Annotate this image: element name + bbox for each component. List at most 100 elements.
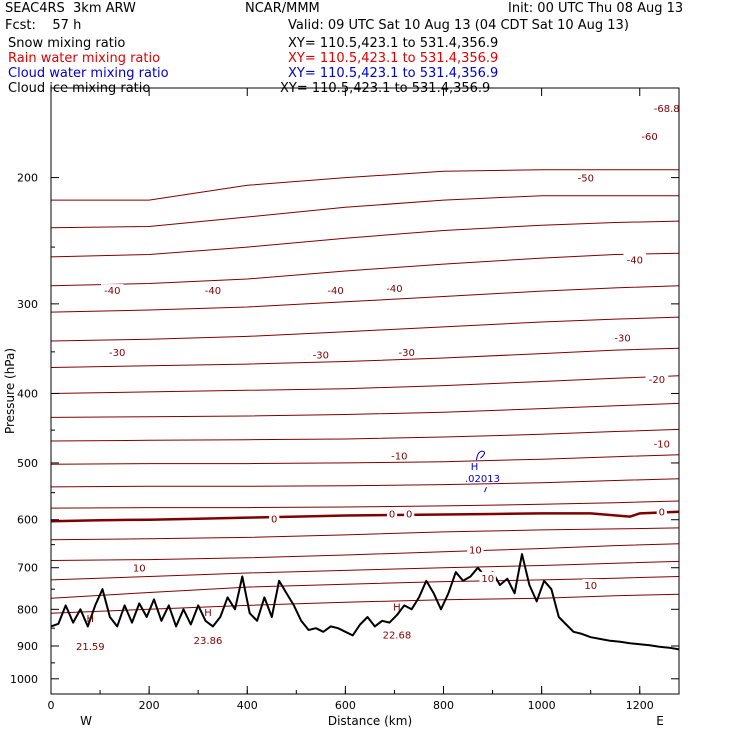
contour-label-bg-1 bbox=[638, 130, 661, 142]
cloud-water-max-symbol: H bbox=[471, 462, 479, 473]
contour-label-bg-9 bbox=[309, 348, 333, 361]
contour-label-bg-22 bbox=[582, 579, 599, 591]
model-title: SEAC4RS 3km ARW bbox=[5, 1, 136, 16]
contour-label-21: 10 bbox=[481, 574, 494, 585]
y-tick-label-3: 500 bbox=[17, 457, 38, 470]
contour-label-3: -40 bbox=[104, 286, 120, 297]
y-tick-label-0: 200 bbox=[17, 172, 38, 185]
isotherm-line-2 bbox=[50, 220, 680, 258]
legend-snow: Snow mixing ratio bbox=[8, 36, 126, 51]
contour-label-2: -50 bbox=[578, 174, 594, 185]
x-axis-title: Distance (km) bbox=[328, 714, 412, 728]
contour-label-22: 10 bbox=[584, 581, 597, 592]
x-tick-label-2: 400 bbox=[237, 699, 258, 712]
contour-label-bg-20 bbox=[131, 561, 148, 574]
contour-label-19: 10 bbox=[469, 545, 482, 556]
x-tick-label-3: 600 bbox=[335, 699, 356, 712]
axis-layer: 0 200 400 600 800 1000 12002003004005006007008… bbox=[10, 87, 679, 712]
forecast-hour: Fcst: 57 h bbox=[5, 18, 82, 33]
contour-label-bg-16 bbox=[386, 507, 398, 520]
isotherm-line-5 bbox=[50, 316, 680, 342]
isotherm-layer bbox=[50, 169, 680, 614]
contour-label-bg-17 bbox=[404, 507, 415, 520]
isotherm-line-16 bbox=[50, 576, 680, 599]
cloud-water-max-value: .02013 bbox=[465, 474, 500, 485]
y-tick-label-1: 300 bbox=[17, 298, 38, 311]
isotherm-line-4 bbox=[50, 285, 680, 313]
isotherm-line-15 bbox=[50, 560, 680, 581]
contour-label-bg-2 bbox=[574, 171, 598, 184]
contour-label-9: -30 bbox=[313, 351, 329, 362]
y-tick-label-7: 900 bbox=[17, 640, 38, 653]
temp-max-symbol-1: H bbox=[204, 608, 212, 619]
temp-max-symbol-0: H bbox=[87, 614, 95, 625]
legend-rain: Rain water mixing ratio bbox=[8, 51, 161, 66]
x-tick-label-1: 200 bbox=[139, 699, 160, 712]
x-tick-label-4: 800 bbox=[433, 699, 454, 712]
contour-label-0: -68.8 bbox=[654, 104, 680, 115]
isotherm-line-11 bbox=[50, 478, 680, 488]
contour-label-bg-5 bbox=[324, 284, 347, 297]
contour-label-bg-8 bbox=[105, 345, 129, 358]
x-tick-label-0: 0 bbox=[48, 699, 55, 712]
isotherm-line-6 bbox=[50, 347, 680, 368]
terrain-layer bbox=[50, 553, 680, 651]
x-tick-label-6: 1200 bbox=[626, 699, 654, 712]
contour-label-5: -40 bbox=[327, 286, 343, 297]
contour-label-bg-13 bbox=[388, 449, 411, 462]
plot-frame bbox=[50, 87, 680, 695]
contour-label-14: -10 bbox=[654, 440, 670, 451]
contour-label-7: -40 bbox=[627, 255, 643, 266]
contour-label-10: -30 bbox=[399, 348, 415, 359]
contour-label-16: 0 bbox=[389, 509, 395, 520]
isotherm-line-9 bbox=[50, 428, 680, 442]
isotherm-line-1 bbox=[50, 195, 679, 229]
temp-max-value-0: 21.59 bbox=[76, 642, 105, 653]
legend-rain-xy: XY= 110.5,423.1 to 531.4,356.9 bbox=[288, 51, 499, 66]
y-axis-title: Pressure (hPa) bbox=[3, 348, 17, 434]
cloud-water-contour-tail bbox=[484, 487, 487, 493]
contour-label-4: -40 bbox=[205, 286, 221, 297]
freezing-level-line bbox=[50, 510, 680, 523]
y-tick-label-4: 600 bbox=[17, 514, 38, 527]
contour-label-8: -30 bbox=[109, 348, 125, 359]
isotherm-line-12 bbox=[50, 500, 680, 509]
y-tick-label-8: 1000 bbox=[10, 673, 38, 686]
contour-label-13: -10 bbox=[391, 451, 407, 462]
contour-label-11: -30 bbox=[614, 333, 630, 344]
contour-label-6: -40 bbox=[386, 284, 402, 295]
isotherm-line-3 bbox=[50, 252, 680, 287]
isotherm-line-7 bbox=[50, 375, 680, 394]
legend-cloud-water: Cloud water mixing ratio bbox=[8, 66, 169, 81]
contour-label-bg-21 bbox=[479, 571, 496, 584]
x-axis-west-label: W bbox=[80, 714, 92, 728]
isotherm-line-14 bbox=[50, 543, 680, 561]
contour-label-12: -20 bbox=[649, 375, 665, 386]
contour-label-20: 10 bbox=[133, 564, 146, 575]
contour-label-bg-15 bbox=[269, 512, 280, 525]
contour-label-bg-7 bbox=[623, 253, 647, 266]
contour-label-bg-4 bbox=[201, 284, 225, 297]
isotherm-line-8 bbox=[50, 402, 680, 418]
contour-label-bg-11 bbox=[611, 331, 634, 344]
legend-cloud-water-xy: XY= 110.5,423.1 to 531.4,356.9 bbox=[288, 66, 499, 81]
contour-label-bg-0 bbox=[649, 102, 685, 115]
contour-label-bg-12 bbox=[645, 373, 669, 386]
contour-label-bg-14 bbox=[650, 437, 674, 450]
x-tick-label-5: 1000 bbox=[528, 699, 556, 712]
isotherm-line-13 bbox=[50, 527, 680, 541]
contour-label-bg-3 bbox=[101, 284, 124, 297]
org-title: NCAR/MMM bbox=[245, 1, 320, 16]
isotherm-line-17 bbox=[50, 593, 680, 614]
contour-label-bg-18 bbox=[656, 505, 667, 518]
contour-label-bg-6 bbox=[383, 281, 406, 294]
contour-label-bg-19 bbox=[467, 543, 484, 556]
label-layer: -68.8 -60 -50 -40 -40 -40 -40 -40 -30 -30 -30 -30 -2… bbox=[76, 102, 685, 653]
init-time: Init: 00 UTC Thu 08 Aug 13 bbox=[508, 1, 684, 16]
contour-label-17: 0 bbox=[406, 509, 412, 520]
isotherm-line-10 bbox=[50, 454, 680, 465]
cloud-water-contour bbox=[475, 450, 486, 461]
x-axis-east-label: E bbox=[656, 714, 664, 728]
legend-snow-xy: XY= 110.5,423.1 to 531.4,356.9 bbox=[288, 36, 499, 51]
